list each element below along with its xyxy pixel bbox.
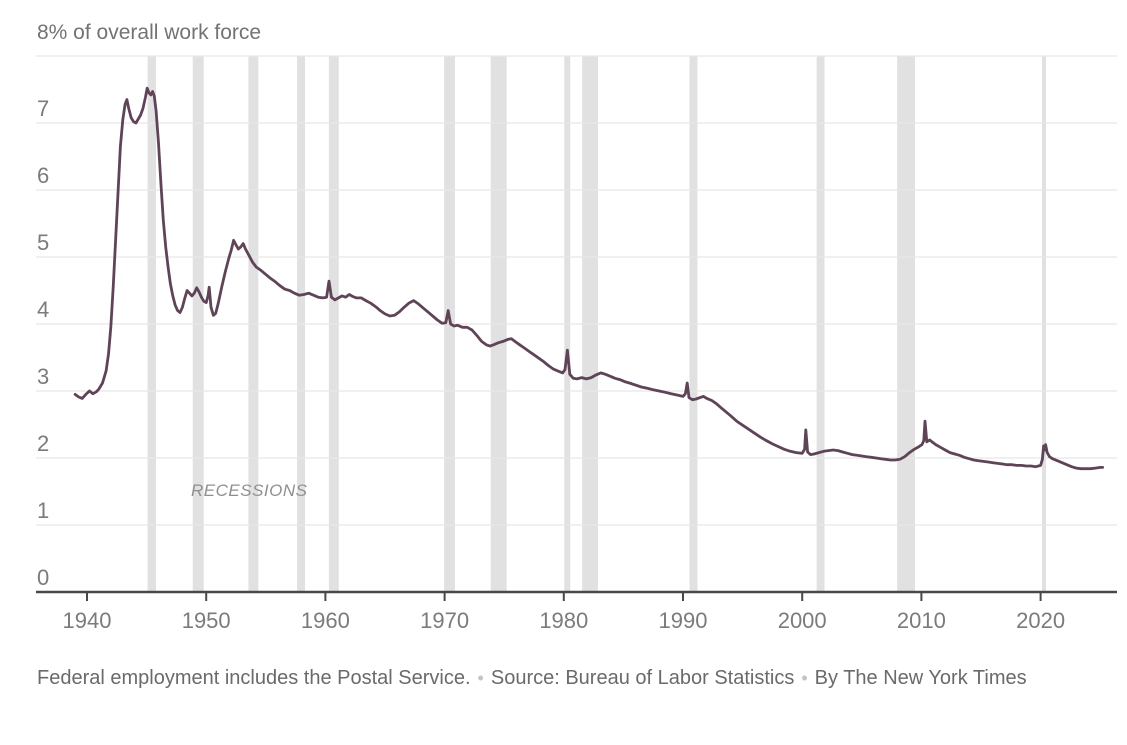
footer-note: Federal employment includes the Postal S… xyxy=(37,663,1027,694)
x-tick-label: 1940 xyxy=(62,608,112,633)
x-tick-label: 1980 xyxy=(539,608,589,633)
x-axis-ticks xyxy=(86,592,1042,601)
chart-title: 8% of overall work force xyxy=(37,21,262,44)
y-tick-label: 0 xyxy=(37,565,50,590)
bullet-separator-icon: • xyxy=(477,668,484,688)
y-tick-label: 1 xyxy=(37,498,50,523)
y-tick-label: 2 xyxy=(37,431,50,456)
x-tick-label: 1970 xyxy=(420,608,470,633)
footer-note-text: Federal employment includes the Postal S… xyxy=(37,667,471,689)
x-tick-label: 1990 xyxy=(658,608,708,633)
x-tick-label: 1960 xyxy=(300,608,350,633)
footer-source-text: Source: Bureau of Labor Statistics xyxy=(490,667,795,689)
x-tick-label: 1950 xyxy=(181,608,231,633)
y-tick-label: 7 xyxy=(37,96,50,121)
y-tick-label: 5 xyxy=(37,230,50,255)
x-tick-label: 2000 xyxy=(777,608,827,633)
y-tick-label: 3 xyxy=(37,364,50,389)
footer-byline-text: By The New York Times xyxy=(814,667,1027,689)
y-tick-label: 6 xyxy=(37,163,50,188)
data-line xyxy=(73,86,1104,471)
y-tick-label: 4 xyxy=(37,297,50,322)
x-tick-label: 2010 xyxy=(896,608,946,633)
gridlines xyxy=(36,55,1117,526)
x-tick-label: 2020 xyxy=(1016,608,1066,633)
bullet-separator-icon: • xyxy=(801,668,808,688)
recessions-label: RECESSIONS xyxy=(191,481,308,500)
